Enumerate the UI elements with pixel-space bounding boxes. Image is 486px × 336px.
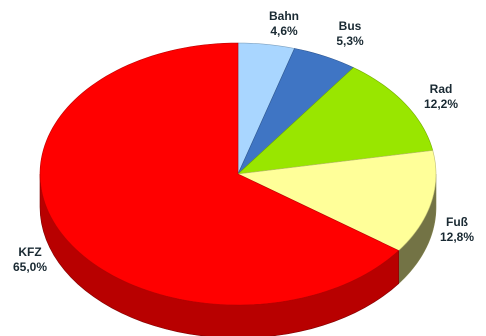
slice-label-fuss: Fuß — [446, 215, 468, 229]
slice-label-rad: Rad — [430, 82, 453, 96]
slice-label-bahn: Bahn — [269, 9, 299, 23]
slice-value-rad: 12,2% — [424, 97, 458, 111]
slice-fuss — [236, 150, 437, 251]
slice-label-kfz: KFZ — [18, 245, 41, 259]
slice-value-kfz: 65,0% — [13, 260, 47, 274]
slice-rad — [237, 67, 434, 175]
pie-slices — [39, 42, 437, 306]
slice-kfz — [39, 42, 400, 306]
slice-label-bus: Bus — [339, 19, 362, 33]
slice-value-bus: 5,3% — [336, 34, 364, 48]
pie-labels: Bahn 4,6% Bus 5,3% Rad 12,2% Fuß 12,8% K… — [13, 9, 474, 274]
slice-value-fuss: 12,8% — [440, 230, 474, 244]
slice-bus — [237, 48, 355, 175]
slice-bahn — [237, 42, 295, 175]
slice-value-bahn: 4,6% — [270, 24, 298, 38]
